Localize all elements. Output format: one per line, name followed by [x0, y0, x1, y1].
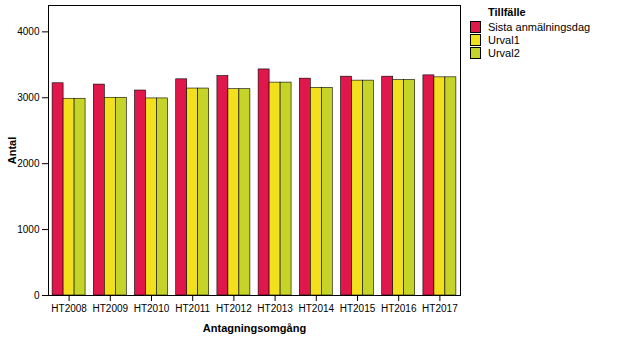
svg-text:HT2008: HT2008 [51, 303, 87, 314]
svg-text:Antagningsomgång: Antagningsomgång [203, 322, 306, 334]
svg-text:HT2016: HT2016 [381, 303, 417, 314]
html-text:Urval2: Urval2 [488, 47, 520, 59]
svg-text:2000: 2000 [17, 158, 40, 169]
svg-text:HT2015: HT2015 [340, 303, 376, 314]
svg-text:HT2011: HT2011 [175, 303, 210, 314]
html-text:Urval1: Urval1 [488, 34, 520, 46]
svg-text:Antal: Antal [6, 137, 18, 165]
svg-text:HT2013: HT2013 [257, 303, 293, 314]
svg-text:HT2017: HT2017 [422, 303, 458, 314]
svg-text:HT2012: HT2012 [216, 303, 252, 314]
svg-text:1000: 1000 [17, 224, 40, 235]
svg-text:HT2014: HT2014 [299, 303, 335, 314]
svg-text:3000: 3000 [17, 92, 40, 103]
html-text:Sista anmälningsdag: Sista anmälningsdag [488, 21, 591, 33]
svg-text:4000: 4000 [17, 26, 40, 37]
svg-text:0: 0 [34, 290, 40, 301]
svg-text:HT2010: HT2010 [134, 303, 170, 314]
html-text:Tillfälle: Tillfälle [488, 6, 526, 18]
svg-text:HT2009: HT2009 [93, 303, 129, 314]
